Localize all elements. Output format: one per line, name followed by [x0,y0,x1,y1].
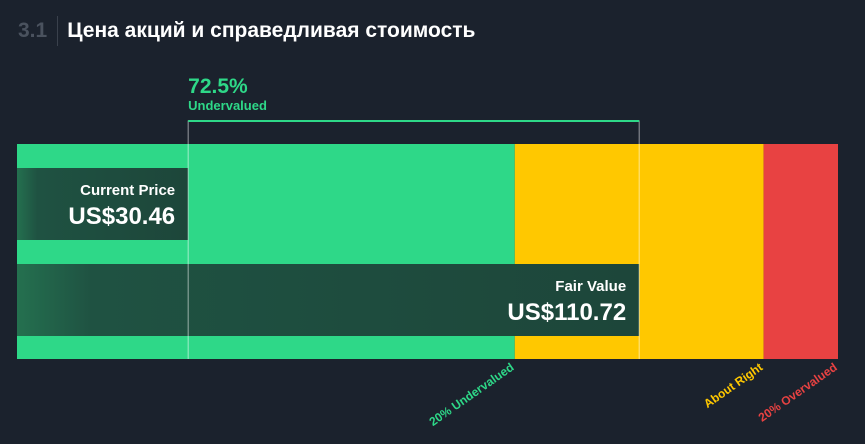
fair-value-label: Fair Value [555,278,626,295]
fair-value-value: US$110.72 [507,299,626,326]
current-price-bar [17,168,189,240]
section-header: 3.1 Цена акций и справедливая стоимость [18,16,475,46]
section-number: 3.1 [18,19,48,42]
zone-overvalued [763,144,838,359]
fair-value-bar [17,264,640,336]
header-divider [57,16,59,46]
discount-percent: 72.5% [188,75,248,98]
current-price-label: Current Price [80,182,175,199]
zone-label-about-right: About Right [701,360,765,411]
zone-label-undervalued: 20% Undervalued [427,360,517,429]
zone-label-overvalued: 20% Overvalued [756,360,840,425]
discount-label: Undervalued [188,98,267,113]
section-title: Цена акций и справедливая стоимость [67,19,476,42]
current-price-value: US$30.46 [68,203,175,230]
